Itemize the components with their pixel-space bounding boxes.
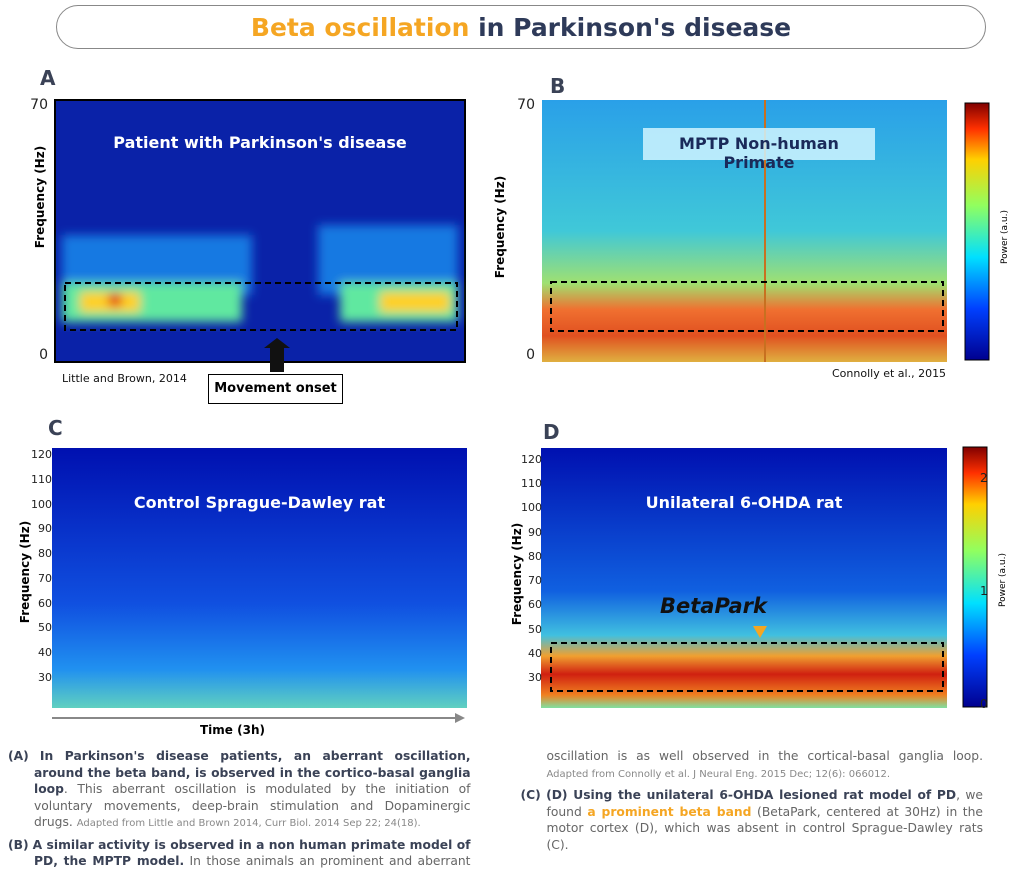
panel-letter: D bbox=[543, 420, 560, 444]
panel-letter: C bbox=[48, 416, 63, 440]
y-tick-label: 80 bbox=[528, 549, 542, 563]
colorbar-tick: 2 bbox=[980, 471, 988, 485]
captions: (A) In Parkinson's disease patients, an … bbox=[8, 748, 983, 888]
caption-text: , we found bbox=[546, 788, 984, 819]
caption-text: . This aberrant oscillation is modulated… bbox=[34, 782, 471, 829]
colorbar-tick: 0 bbox=[980, 697, 988, 711]
caption-bold: A similar activity is observed in a non … bbox=[32, 837, 471, 869]
y-tick-label: 40 bbox=[528, 646, 542, 660]
y-tick-label: 70 bbox=[528, 574, 542, 588]
y-tick-label: 110 bbox=[31, 472, 52, 486]
figure bbox=[52, 99, 990, 723]
annotation-box: Movement onset bbox=[208, 374, 343, 404]
caption: (B) A similar activity is observed in a … bbox=[8, 748, 983, 870]
y-tick-label: 120 bbox=[31, 448, 52, 461]
y-axis-label: Frequency (Hz) bbox=[33, 145, 47, 249]
caption-ref: Adapted from Connolly et al. J Neural En… bbox=[546, 768, 891, 780]
y-tick-label: 50 bbox=[528, 622, 542, 636]
spectrogram-d bbox=[541, 448, 947, 708]
panel-title: MPTP Non-human Primate bbox=[679, 134, 839, 172]
caption: (C) (D) Using the unilateral 6-OHDA lesi… bbox=[521, 787, 984, 853]
y-tick-label: 30 bbox=[528, 671, 542, 684]
y-tick-label: 30 bbox=[38, 671, 52, 684]
y-tick-label: 120 bbox=[521, 453, 542, 466]
betapark-label: BetaPark bbox=[660, 594, 767, 618]
colorbar-label: Power (a.u.) bbox=[998, 552, 1008, 608]
colorbar-tick: 1 bbox=[980, 584, 988, 598]
caption-highlight: a prominent beta band bbox=[587, 804, 752, 819]
caption-text: (BetaPark, centered at 30Hz) in the moto… bbox=[546, 804, 984, 852]
panel-letter: B bbox=[550, 74, 566, 98]
y-tick-label: 60 bbox=[528, 598, 542, 612]
y-tick-label: 40 bbox=[38, 646, 52, 660]
y-tick-label: 70 bbox=[30, 97, 48, 113]
caption-bold: (D) Using the unilateral 6-OHDA lesioned… bbox=[546, 788, 957, 802]
y-axis-label: Frequency (Hz) bbox=[493, 175, 507, 279]
panel-title: Patient with Parkinson's disease bbox=[113, 133, 407, 152]
marker: (A) bbox=[8, 749, 29, 763]
y-tick-label: 100 bbox=[31, 497, 52, 511]
caption-bold: In Parkinson's disease patients, an aber… bbox=[34, 749, 471, 796]
panel-letter: A bbox=[40, 66, 56, 90]
y-tick-label: 0 bbox=[39, 347, 48, 363]
title-highlight: Beta oscillation bbox=[250, 13, 470, 42]
y-tick-label: 60 bbox=[38, 596, 52, 610]
spectrogram-c bbox=[52, 448, 467, 708]
credit: Connolly et al., 2015 bbox=[832, 367, 947, 380]
y-tick-label: 70 bbox=[517, 97, 535, 113]
credit: Little and Brown, 2014 bbox=[62, 372, 187, 385]
y-tick-label: 80 bbox=[38, 547, 52, 561]
y-tick-label: 50 bbox=[38, 621, 52, 635]
y-tick-label: 100 bbox=[521, 501, 542, 515]
panel-title: Control Sprague-Dawley rat bbox=[133, 493, 386, 512]
marker: (C) bbox=[520, 788, 541, 802]
caption-text: In those animals an prominent and aberra… bbox=[189, 749, 983, 868]
y-tick-label: 0 bbox=[526, 347, 535, 363]
y-tick-label: 70 bbox=[38, 571, 52, 585]
title-rest: in Parkinson's disease bbox=[478, 13, 792, 42]
colorbar-label: Power (a.u.) bbox=[1000, 209, 1010, 265]
y-tick-label: 90 bbox=[528, 525, 542, 539]
caption: (A) In Parkinson's disease patients, an … bbox=[8, 748, 471, 833]
y-tick-label: 90 bbox=[38, 522, 52, 536]
x-axis-label: Time (3h) bbox=[200, 723, 265, 737]
panel-title: Unilateral 6-OHDA rat bbox=[645, 493, 843, 512]
page-title: Beta oscillation in Parkinson's disease bbox=[56, 5, 986, 49]
y-tick-label: 110 bbox=[521, 477, 542, 491]
marker: (B) bbox=[8, 837, 29, 852]
caption-ref: Adapted from Little and Brown 2014, Curr… bbox=[76, 818, 421, 829]
